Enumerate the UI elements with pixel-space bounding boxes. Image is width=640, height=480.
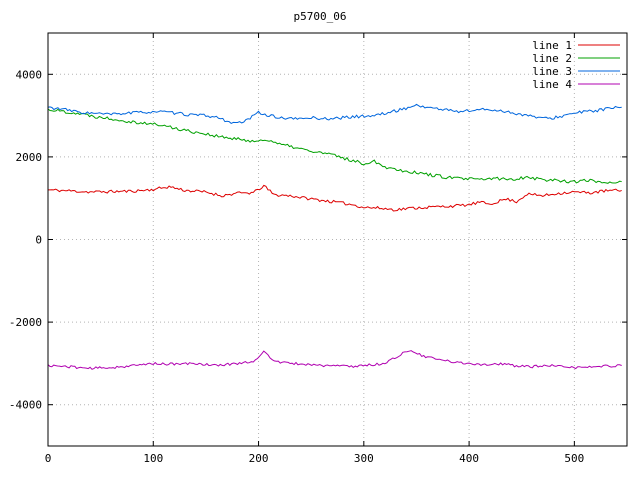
- y-tick-label: -4000: [9, 399, 42, 412]
- x-tick-label: 0: [45, 452, 52, 465]
- series-line-2: [47, 108, 622, 184]
- series-line-3: [47, 103, 622, 124]
- series-line-1: [48, 184, 622, 212]
- x-tick-label: 200: [249, 452, 269, 465]
- grid-layer: [47, 33, 627, 446]
- x-tick-label: 100: [143, 452, 163, 465]
- legend-label: line 4: [532, 78, 572, 91]
- y-tick-label: 2000: [16, 151, 43, 164]
- x-tick-label: 400: [459, 452, 479, 465]
- y-tick-label: 4000: [16, 68, 43, 81]
- y-tick-label: -2000: [9, 316, 42, 329]
- x-tick-label: 300: [354, 452, 374, 465]
- axis-layer: 0 100 200 300 400 500 -4000 -2000 0 2000 4000: [9, 32, 628, 465]
- legend-label: line 3: [532, 65, 572, 78]
- series-line-4: [47, 350, 622, 370]
- y-tick-label: 0: [35, 234, 42, 247]
- chart-title: p5700_06: [294, 10, 347, 23]
- legend-label: line 2: [532, 52, 572, 65]
- series-layer: [47, 103, 622, 370]
- legend-label: line 1: [532, 39, 572, 52]
- x-tick-label: 500: [564, 452, 584, 465]
